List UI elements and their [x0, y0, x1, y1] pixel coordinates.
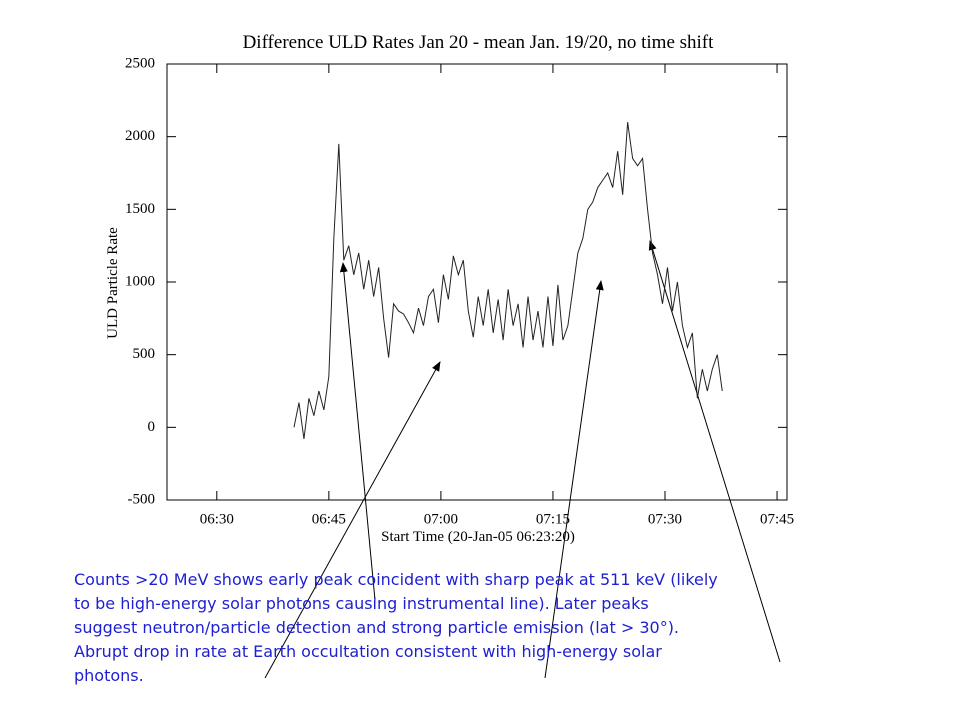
- annotation-line: to be high-energy solar photons causing …: [74, 594, 649, 613]
- x-tick-label: 07:15: [536, 511, 570, 527]
- x-tick-label: 07:30: [648, 511, 682, 527]
- x-tick-label: 07:45: [760, 511, 794, 527]
- plot-frame: [166, 63, 788, 501]
- y-tick-label: 2500: [125, 55, 155, 71]
- annotation: Counts >20 MeV shows early peak coincide…: [74, 568, 934, 688]
- x-tick-label: 06:45: [312, 511, 346, 527]
- y-tick-label: 500: [133, 346, 156, 362]
- y-tick-label: 0: [148, 419, 156, 435]
- x-tick-label: 07:00: [424, 511, 458, 527]
- data-line: [293, 122, 723, 440]
- arrow: [339, 262, 376, 601]
- annotation-line: suggest neutron/particle detection and s…: [74, 618, 680, 637]
- arrow: [264, 361, 441, 679]
- arrow: [648, 240, 781, 663]
- y-tick-label: 1500: [125, 201, 155, 217]
- x-tick-label: 06:30: [200, 511, 234, 527]
- chart-title: Difference ULD Rates Jan 20 - mean Jan. …: [243, 32, 715, 53]
- y-tick-label: 1000: [125, 273, 155, 289]
- y-tick-label: -500: [128, 491, 156, 507]
- arrow: [544, 280, 604, 679]
- annotation-line: Counts >20 MeV shows early peak coincide…: [74, 570, 718, 589]
- y-axis-label: ULD Particle Rate: [105, 227, 121, 339]
- x-axis-label: Start Time (20-Jan-05 06:23:20): [381, 529, 575, 545]
- annotation-line: Abrupt drop in rate at Earth occultation…: [74, 642, 662, 661]
- y-tick-label: 2000: [125, 128, 155, 144]
- annotation-line: photons.: [74, 666, 144, 685]
- arrows: [264, 240, 781, 679]
